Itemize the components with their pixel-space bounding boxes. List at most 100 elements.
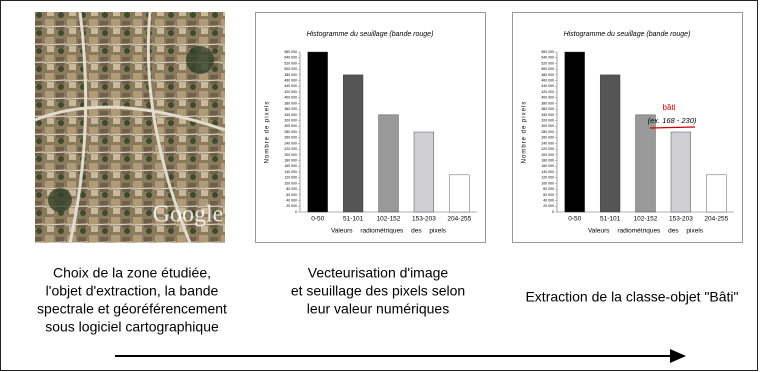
- caption: spectrale et géoréférencement: [37, 301, 227, 317]
- y-tick-label: 260 000: [541, 136, 554, 140]
- y-tick-label: 240 000: [541, 141, 554, 145]
- y-tick-label: 360 000: [541, 107, 554, 111]
- caption: sous logiciel cartographique: [45, 319, 219, 335]
- bar: [599, 74, 621, 213]
- y-tick-label: 140 000: [541, 170, 554, 174]
- aerial-photo: Google: [34, 11, 226, 244]
- y-tick-label: 120 000: [541, 176, 554, 180]
- x-tick-label: 102-152: [377, 216, 401, 223]
- x-tick-label: 0-50: [311, 216, 324, 223]
- y-tick-label: 340 000: [541, 113, 554, 117]
- y-tick-label: 340 000: [284, 113, 297, 117]
- chart-panel: [512, 12, 743, 243]
- y-tick-label: 540 000: [541, 56, 554, 60]
- y-tick-label: 560 000: [541, 50, 554, 54]
- y-tick-label: 20 000: [286, 204, 297, 208]
- annotation: bâti: [663, 103, 676, 112]
- y-tick-label: 320 000: [284, 118, 297, 122]
- y-tick-label: 400 000: [284, 96, 297, 100]
- y-tick-label: 280 000: [284, 130, 297, 134]
- bar: [635, 114, 656, 213]
- watermark: Google: [153, 202, 224, 228]
- caption: Vecteurisation d'image: [308, 265, 449, 281]
- bar: [670, 131, 692, 213]
- caption: l'objet d'extraction, la bande: [46, 283, 219, 299]
- y-tick-label: 140 000: [284, 170, 297, 174]
- annotation: (ex. 168 - 230): [648, 116, 697, 125]
- y-tick-label: 260 000: [284, 136, 297, 140]
- captions: Choix de la zone étudiée, l'objet d'extr…: [37, 265, 738, 335]
- bar: [706, 174, 727, 213]
- y-tick-label: 80 000: [543, 187, 554, 191]
- x-tick-label: 204-255: [447, 216, 471, 223]
- chart-title: Histogramme du seuillage (bande rouge): [307, 31, 434, 38]
- y-tick-label: 360 000: [284, 107, 297, 111]
- y-tick-label: 100 000: [284, 181, 297, 185]
- x-axis-label: Valeurs radiométriques des pixels: [331, 228, 447, 235]
- y-tick-label: 520 000: [541, 61, 554, 65]
- y-tick-label: 320 000: [541, 118, 554, 122]
- y-tick-label: 200 000: [284, 153, 297, 157]
- caption: Extraction de la classe-objet "Bâti": [525, 289, 738, 305]
- bar: [378, 114, 399, 213]
- y-tick-label: 400 000: [541, 96, 554, 100]
- y-axis-label: Nombre de pixels: [265, 101, 271, 164]
- bar: [449, 174, 470, 213]
- y-tick-label: 460 000: [284, 78, 297, 82]
- y-tick-label: 60 000: [543, 193, 554, 197]
- y-tick-label: 0: [295, 210, 297, 214]
- y-tick-label: 300 000: [284, 124, 297, 128]
- arrow: [115, 349, 686, 363]
- y-tick-label: 40 000: [543, 198, 554, 202]
- x-tick-label: 102-152: [634, 216, 658, 223]
- bar: [342, 74, 364, 213]
- y-tick-label: 220 000: [541, 147, 554, 151]
- x-tick-label: 153-203: [412, 216, 436, 223]
- y-axis-label: Nombre de pixels: [522, 101, 528, 164]
- y-tick-label: 180 000: [284, 158, 297, 162]
- chart-title: Histogramme du seuillage (bande rouge): [564, 31, 691, 38]
- y-tick-label: 240 000: [284, 141, 297, 145]
- chart-panel: [255, 12, 486, 243]
- bar: [564, 51, 585, 213]
- y-tick-label: 440 000: [284, 84, 297, 88]
- y-tick-label: 20 000: [543, 204, 554, 208]
- y-tick-label: 160 000: [284, 164, 297, 168]
- y-tick-label: 500 000: [541, 67, 554, 71]
- y-tick-label: 120 000: [284, 176, 297, 180]
- x-tick-label: 51-101: [343, 216, 364, 223]
- y-tick-label: 420 000: [284, 90, 297, 94]
- bar: [307, 51, 328, 213]
- y-tick-label: 500 000: [284, 67, 297, 71]
- y-tick-label: 420 000: [541, 90, 554, 94]
- y-tick-label: 460 000: [541, 78, 554, 82]
- y-tick-label: 60 000: [286, 193, 297, 197]
- y-tick-label: 180 000: [541, 158, 554, 162]
- x-tick-label: 204-255: [704, 216, 728, 223]
- caption: et seuillage des pixels selon: [291, 283, 465, 299]
- y-tick-label: 220 000: [284, 147, 297, 151]
- x-tick-label: 0-50: [568, 216, 581, 223]
- y-tick-label: 80 000: [286, 187, 297, 191]
- y-tick-label: 280 000: [541, 130, 554, 134]
- y-tick-label: 100 000: [541, 181, 554, 185]
- y-tick-label: 40 000: [286, 198, 297, 202]
- y-tick-label: 440 000: [541, 84, 554, 88]
- y-tick-label: 0: [552, 210, 554, 214]
- y-tick-label: 300 000: [541, 124, 554, 128]
- caption: leur valeur numériques: [307, 301, 449, 317]
- y-tick-label: 520 000: [284, 61, 297, 65]
- y-tick-label: 480 000: [541, 73, 554, 77]
- y-tick-label: 380 000: [284, 101, 297, 105]
- y-tick-label: 480 000: [284, 73, 297, 77]
- caption: Choix de la zone étudiée,: [53, 265, 211, 281]
- y-tick-label: 160 000: [541, 164, 554, 168]
- y-tick-label: 540 000: [284, 56, 297, 60]
- x-axis-label: Valeurs radiométriques des pixels: [588, 228, 704, 235]
- x-tick-label: 153-203: [669, 216, 693, 223]
- x-tick-label: 51-101: [600, 216, 621, 223]
- y-tick-label: 380 000: [541, 101, 554, 105]
- bar: [413, 131, 435, 213]
